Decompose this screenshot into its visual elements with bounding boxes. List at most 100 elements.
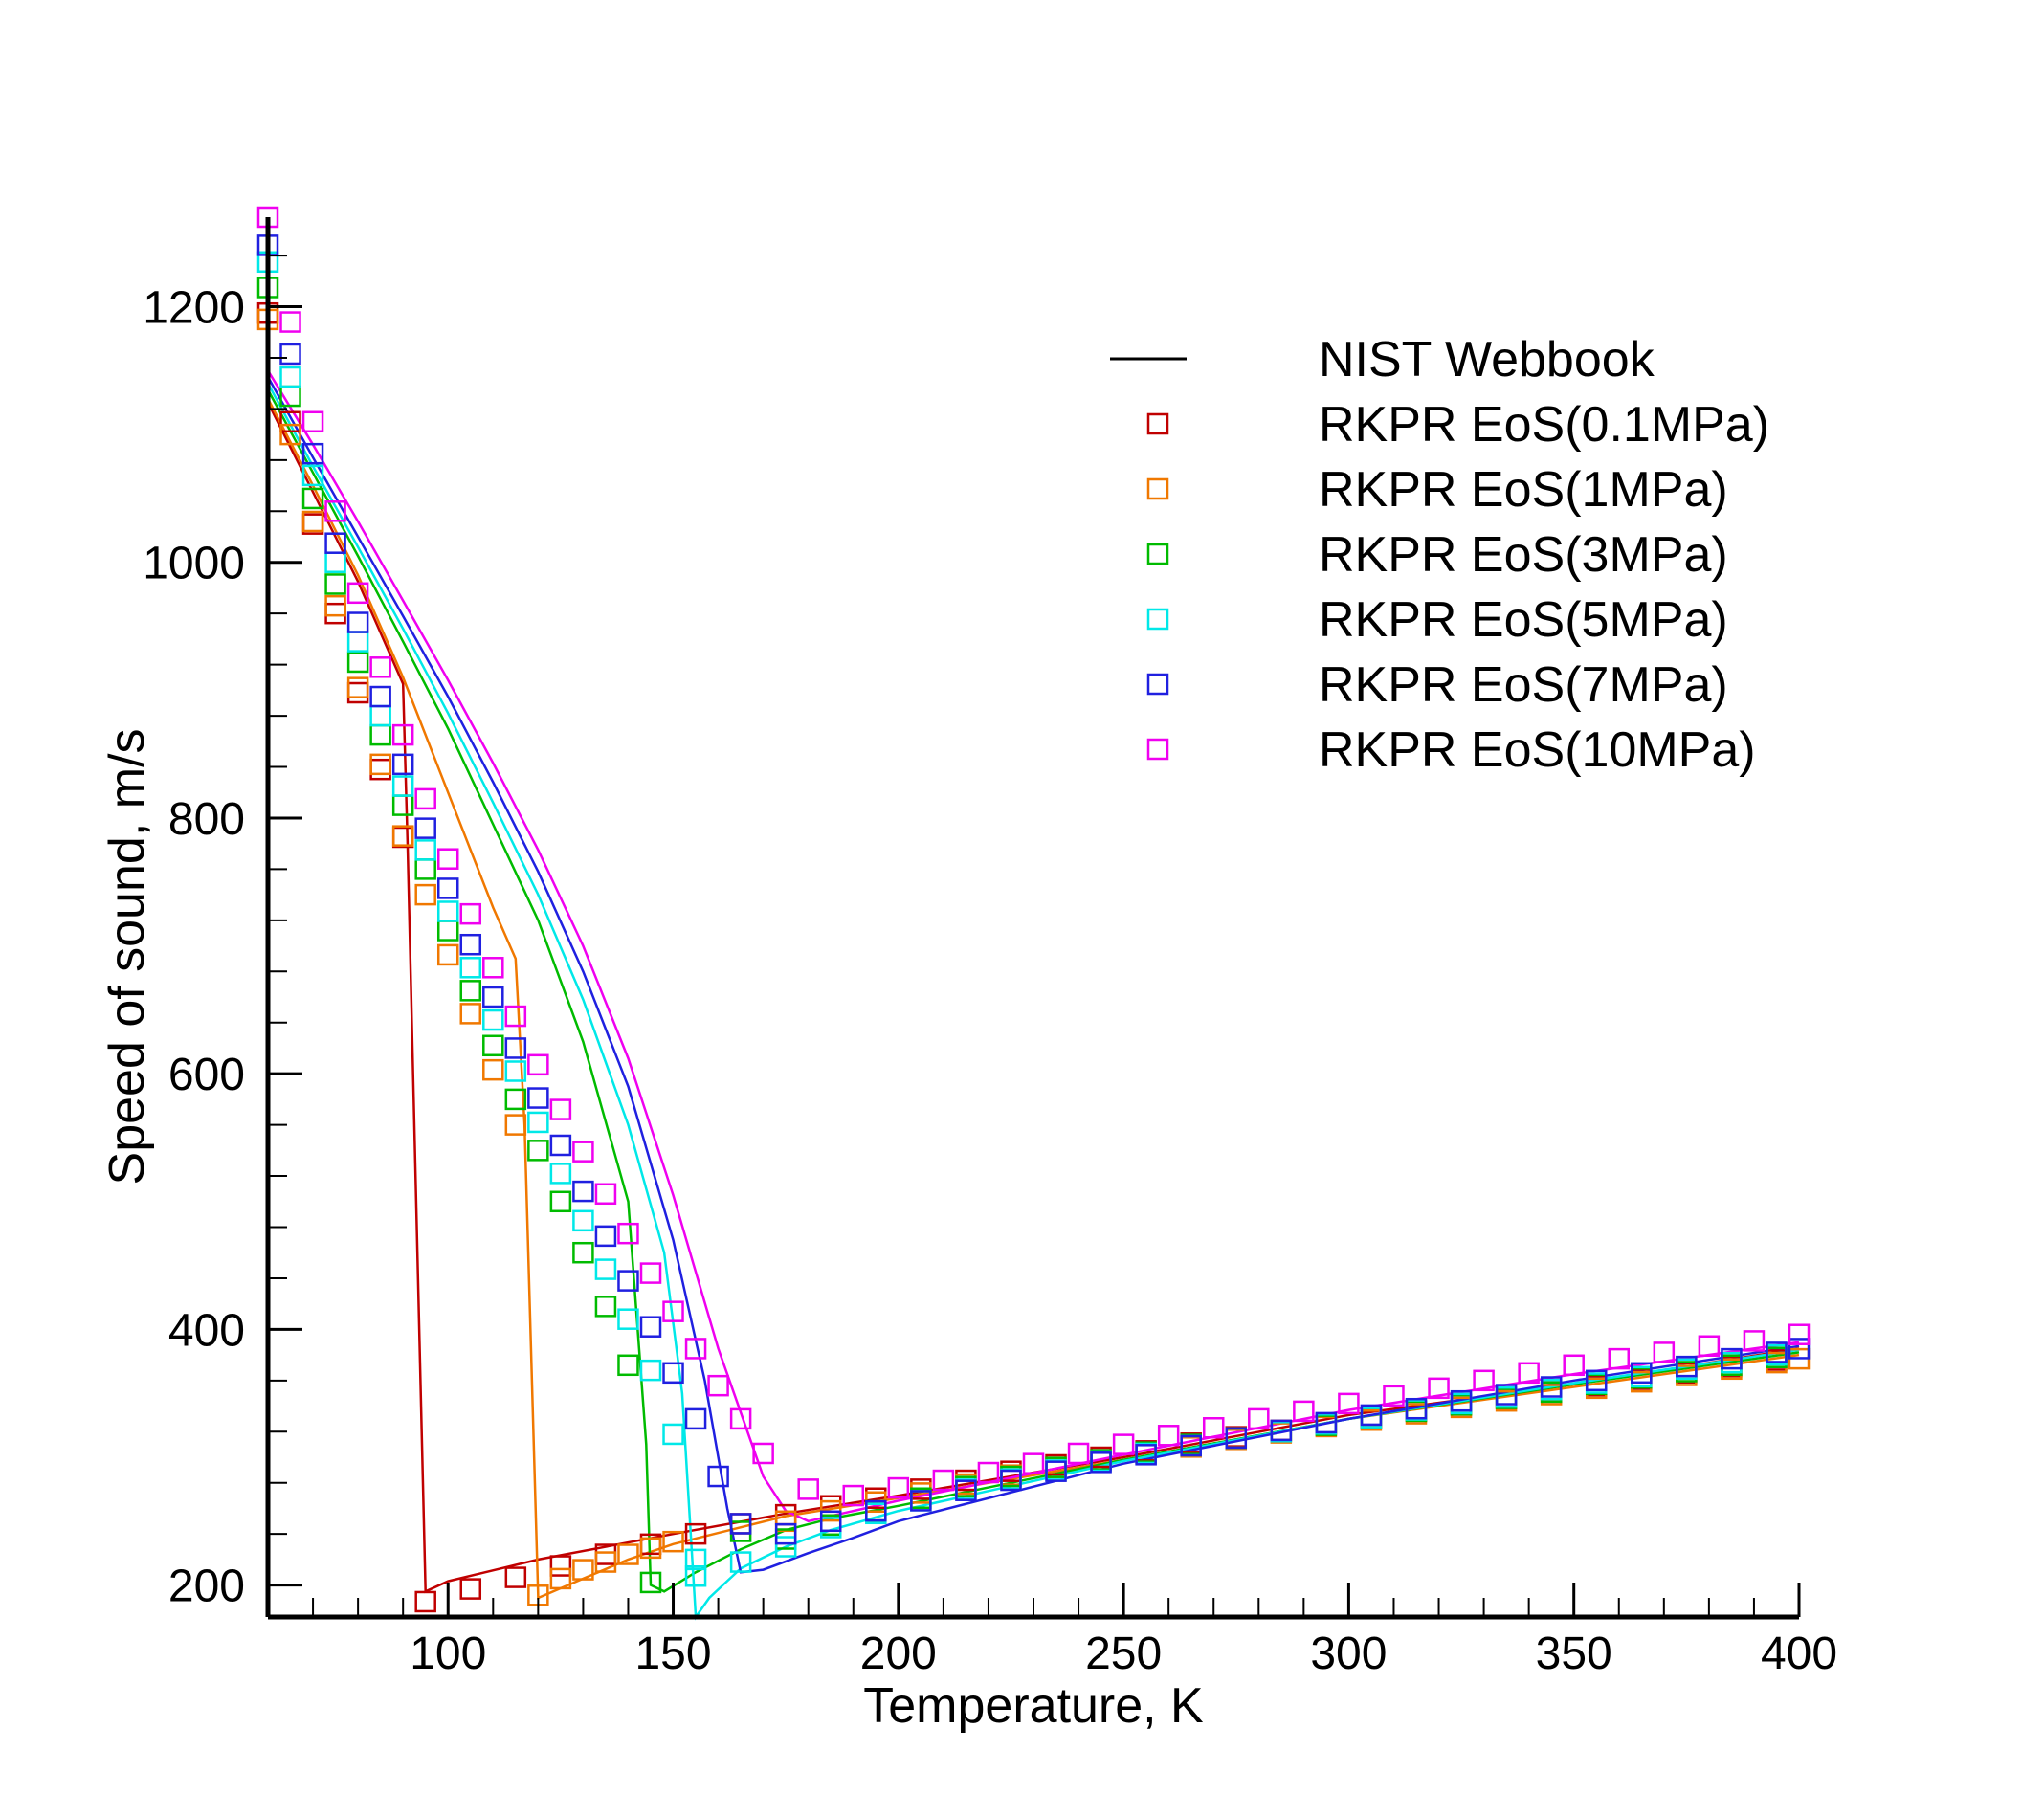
- data-point: [572, 1141, 594, 1163]
- data-point: [436, 900, 459, 922]
- data-point: [1788, 1323, 1811, 1345]
- data-point: [1788, 1338, 1811, 1360]
- data-point: [707, 1465, 729, 1488]
- data-point: [301, 510, 324, 533]
- data-point: [594, 1258, 617, 1280]
- data-point: [527, 1087, 549, 1109]
- legend-label: RKPR EoS(5MPa): [1319, 592, 1728, 648]
- data-point: [1022, 1452, 1045, 1474]
- legend-marker-symbol: [1146, 543, 1169, 565]
- x-tick-label: 200: [860, 1629, 937, 1679]
- data-point: [391, 753, 414, 776]
- legend-label: RKPR EoS(7MPa): [1319, 657, 1728, 713]
- data-point: [594, 1225, 617, 1248]
- data-point: [684, 1564, 707, 1587]
- data-point: [617, 1270, 639, 1292]
- legend-label: RKPR EoS(3MPa): [1319, 527, 1728, 583]
- x-tick-label: 150: [634, 1629, 711, 1679]
- y-tick-label: 400: [168, 1305, 245, 1356]
- data-point: [459, 933, 482, 956]
- data-point: [527, 1053, 549, 1076]
- data-point: [391, 723, 414, 746]
- data-point: [346, 582, 369, 605]
- data-point: [1563, 1354, 1585, 1377]
- y-tick-label: 200: [168, 1562, 245, 1612]
- x-tick-label: 100: [410, 1629, 486, 1679]
- data-point: [369, 656, 391, 678]
- data-point: [1473, 1369, 1495, 1392]
- y-tick-label: 1200: [143, 283, 245, 334]
- data-point: [729, 1407, 752, 1430]
- y-axis-title: Speed of sound, m/s: [100, 729, 155, 1185]
- data-point: [684, 1407, 707, 1430]
- data-point: [301, 442, 324, 465]
- legend-label: NIST Webbook: [1319, 332, 1655, 388]
- x-tick-label: 400: [1761, 1629, 1837, 1679]
- data-point: [504, 1566, 527, 1588]
- data-point: [842, 1484, 865, 1507]
- data-point: [639, 1571, 662, 1594]
- data-point: [459, 980, 482, 1002]
- data-point: [1631, 1362, 1653, 1385]
- data-point: [346, 611, 369, 633]
- data-point: [527, 1111, 549, 1134]
- data-point: [955, 1479, 977, 1501]
- data-point: [887, 1476, 910, 1499]
- data-point: [684, 1548, 707, 1571]
- data-point: [572, 1209, 594, 1232]
- data-point: [504, 1037, 527, 1059]
- x-tick-label: 300: [1310, 1629, 1387, 1679]
- legend-marker-symbol: [1146, 673, 1169, 696]
- data-point: [774, 1536, 797, 1558]
- data-point: [1698, 1335, 1721, 1358]
- data-point: [279, 423, 301, 446]
- data-point: [1112, 1433, 1135, 1455]
- data-point: [662, 1423, 684, 1446]
- data-point: [391, 825, 414, 847]
- data-point: [414, 839, 436, 861]
- data-point: [594, 1183, 617, 1206]
- data-point: [977, 1461, 1000, 1484]
- data-point: [279, 366, 301, 388]
- data-point: [1608, 1347, 1631, 1370]
- data-point: [459, 1003, 482, 1025]
- data-point: [279, 410, 301, 433]
- data-point: [594, 1551, 617, 1573]
- data-point: [482, 986, 504, 1008]
- legend-marker-symbol: [1146, 608, 1169, 631]
- data-point: [617, 1222, 639, 1245]
- data-point: [662, 1530, 684, 1553]
- data-point: [459, 957, 482, 979]
- legend: NIST Webbook RKPR EoS(0.1MPa) RKPR EoS(1MP…: [1110, 332, 1769, 778]
- ticks: 100 150 200 250 300 350 400 200 400 600 800 1000 120…: [143, 255, 1837, 1679]
- y-tick-label: 1000: [143, 539, 245, 589]
- data-point: [1202, 1417, 1225, 1439]
- data-point: [639, 1359, 662, 1382]
- data-point: [1067, 1442, 1090, 1465]
- data-point: [684, 1522, 707, 1545]
- data-point: [707, 1374, 729, 1397]
- data-point: [1090, 1451, 1112, 1474]
- data-point: [1585, 1369, 1608, 1392]
- data-point: [459, 902, 482, 925]
- data-point: [1383, 1385, 1405, 1407]
- data-point: [617, 1543, 639, 1565]
- data-point: [504, 1005, 527, 1028]
- data-point: [324, 532, 346, 554]
- data-point: [549, 1567, 572, 1590]
- data-point: [1135, 1444, 1157, 1466]
- data-point: [1743, 1330, 1766, 1352]
- legend-label: RKPR EoS(0.1MPa): [1319, 397, 1769, 453]
- y-tick-label: 800: [168, 794, 245, 845]
- data-point: [301, 487, 324, 510]
- data-point: [549, 1163, 572, 1185]
- data-point: [549, 1134, 572, 1157]
- legend-label: RKPR EoS(1MPa): [1319, 462, 1728, 518]
- data-point: [1360, 1404, 1383, 1427]
- data-point: [662, 1362, 684, 1385]
- x-axis-title: Temperature, K: [863, 1678, 1204, 1734]
- data-point: [324, 500, 346, 522]
- data-point: [594, 1296, 617, 1318]
- data-point: [527, 1140, 549, 1162]
- data-point: [819, 1510, 842, 1533]
